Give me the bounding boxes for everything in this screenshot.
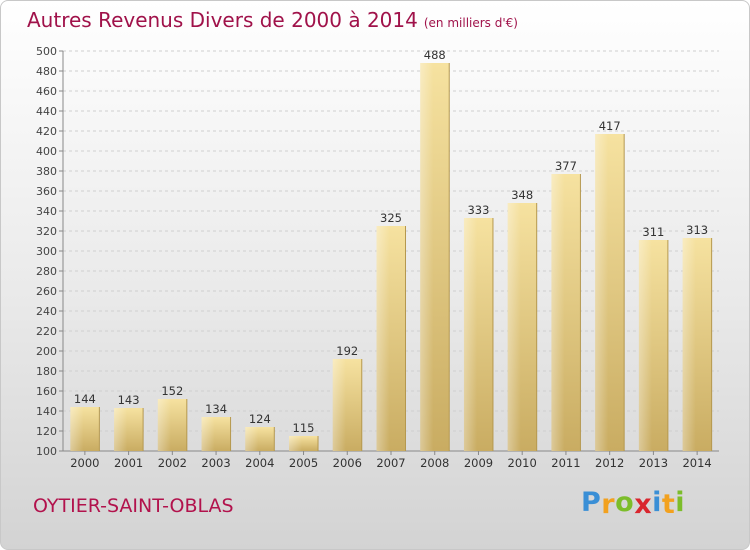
logo-letter: r xyxy=(601,489,616,520)
bar-highlight-2006 xyxy=(332,359,346,451)
bar-highlight-2004 xyxy=(245,427,259,451)
x-tick-label-2014: 2014 xyxy=(682,456,711,470)
data-label-2011: 377 xyxy=(555,159,577,173)
x-tick-label-2000: 2000 xyxy=(70,456,99,470)
bar-highlight-2002 xyxy=(157,399,171,451)
logo-letter: i xyxy=(652,487,662,518)
x-tick-label-2003: 2003 xyxy=(201,456,230,470)
logo-letter: o xyxy=(615,487,635,518)
logo-letter: i xyxy=(675,487,686,518)
y-tick-label: 440 xyxy=(36,105,57,118)
data-label-2004: 124 xyxy=(249,412,271,426)
x-tick-label-2007: 2007 xyxy=(376,456,405,470)
bar-highlight-2005 xyxy=(289,436,303,451)
logo-letter: t xyxy=(661,489,676,520)
y-tick-label: 500 xyxy=(36,45,57,58)
bar-highlight-2008 xyxy=(420,63,434,451)
y-tick-label: 400 xyxy=(36,145,57,158)
y-tick-label: 420 xyxy=(36,125,57,138)
x-tick-label-2013: 2013 xyxy=(639,456,668,470)
data-label-2010: 348 xyxy=(511,188,533,202)
data-label-2014: 313 xyxy=(686,223,708,237)
data-label-2006: 192 xyxy=(336,344,358,358)
data-label-2007: 325 xyxy=(380,211,402,225)
chart-title-text: Autres Revenus Divers de 2000 à 2014 xyxy=(27,8,418,32)
data-label-2008: 488 xyxy=(424,48,446,62)
location-name: OYTIER-SAINT-OBLAS xyxy=(33,495,234,517)
x-tick-label-2001: 2001 xyxy=(114,456,143,470)
proxiti-logo: Proxiti xyxy=(581,487,686,520)
x-tick-label-2011: 2011 xyxy=(551,456,580,470)
data-label-2013: 311 xyxy=(642,225,664,239)
bar-highlight-2011 xyxy=(551,174,565,451)
x-tick-label-2009: 2009 xyxy=(464,456,493,470)
chart-unit: (en milliers d'€) xyxy=(423,16,518,30)
data-label-2005: 115 xyxy=(293,421,315,435)
chart-title: Autres Revenus Divers de 2000 à 2014 (en … xyxy=(27,8,518,32)
y-tick-label: 320 xyxy=(36,225,57,238)
x-tick-label-2005: 2005 xyxy=(289,456,318,470)
y-tick-label: 180 xyxy=(36,365,57,378)
bar-highlight-2001 xyxy=(114,408,128,451)
bar-highlight-2009 xyxy=(463,218,478,451)
bar-highlight-2007 xyxy=(376,226,390,451)
bar-highlight-2013 xyxy=(638,240,652,451)
y-tick-label: 340 xyxy=(36,205,57,218)
x-tick-label-2012: 2012 xyxy=(595,456,624,470)
x-tick-label-2002: 2002 xyxy=(158,456,187,470)
bar-highlight-2014 xyxy=(682,238,696,451)
bar-highlight-2010 xyxy=(507,203,521,451)
data-label-2009: 333 xyxy=(467,203,489,217)
x-tick-label-2010: 2010 xyxy=(508,456,537,470)
y-tick-label: 260 xyxy=(36,285,57,298)
y-tick-label: 120 xyxy=(36,425,57,438)
logo-letter: P xyxy=(581,487,602,518)
y-tick-label: 220 xyxy=(36,325,57,338)
y-tick-label: 380 xyxy=(36,165,57,178)
y-tick-label: 160 xyxy=(36,385,57,398)
y-tick-label: 480 xyxy=(36,65,57,78)
x-tick-label-2004: 2004 xyxy=(245,456,274,470)
y-tick-label: 100 xyxy=(36,445,57,458)
y-tick-label: 140 xyxy=(36,405,57,418)
bar-highlight-2003 xyxy=(201,417,215,451)
data-label-2003: 134 xyxy=(205,402,227,416)
data-label-2001: 143 xyxy=(118,393,140,407)
y-tick-label: 200 xyxy=(36,345,57,358)
data-label-2012: 417 xyxy=(599,119,621,133)
y-tick-label: 360 xyxy=(36,185,57,198)
x-tick-label-2008: 2008 xyxy=(420,456,449,470)
logo-letter: x xyxy=(634,489,653,520)
x-tick-label-2006: 2006 xyxy=(333,456,362,470)
data-label-2002: 152 xyxy=(161,384,183,398)
bar-highlight-2000 xyxy=(70,407,84,451)
bar-highlight-2012 xyxy=(595,134,609,451)
y-tick-label: 280 xyxy=(36,265,57,278)
data-label-2000: 144 xyxy=(74,392,96,406)
y-tick-label: 460 xyxy=(36,85,57,98)
y-tick-label: 300 xyxy=(36,245,57,258)
y-tick-label: 240 xyxy=(36,305,57,318)
